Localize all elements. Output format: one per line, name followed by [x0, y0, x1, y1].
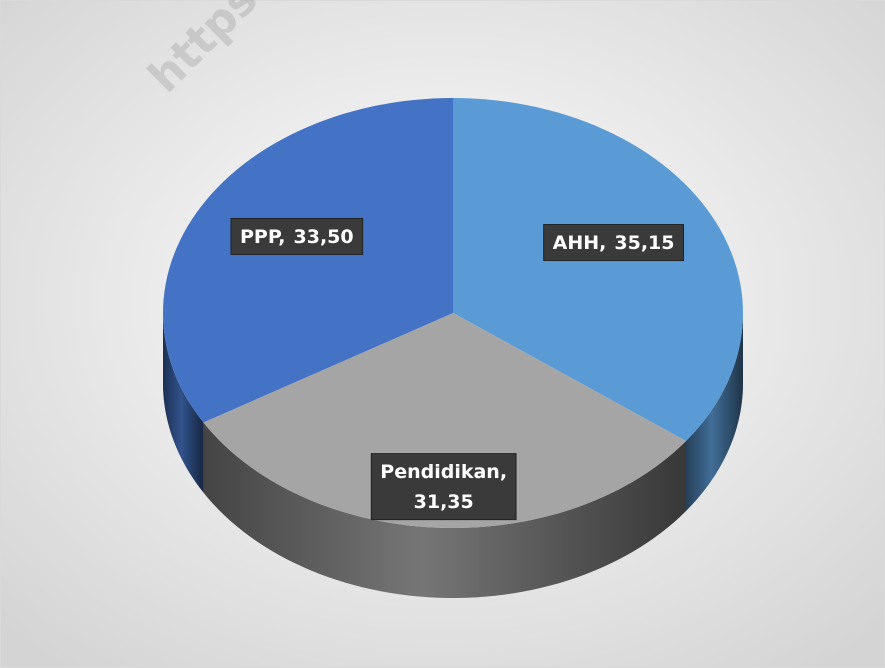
slice	[453, 98, 743, 442]
label-text: Pendidikan, 31,35	[380, 461, 507, 513]
label-box	[370, 453, 517, 521]
slice	[163, 98, 453, 423]
side-shade	[685, 313, 743, 512]
label-sep: ,	[278, 225, 285, 247]
data-label: Pendidikan, 31,35	[370, 453, 517, 521]
label-value: 35,15	[614, 232, 674, 254]
label-category: AHH	[553, 232, 600, 254]
label-sep: ,	[599, 232, 606, 254]
side-shade	[203, 422, 686, 598]
label-sep: ,	[500, 461, 507, 483]
label-value: 31,35	[414, 491, 474, 513]
label-category: Pendidikan	[380, 461, 500, 483]
side-shade	[163, 313, 204, 493]
slice	[203, 313, 686, 528]
label-text: AHH, 35,15	[553, 232, 675, 254]
label-value: 33,50	[294, 225, 354, 247]
pie: AHH, 35,15 Pendidikan, 31,35 PPP, 33,50	[163, 98, 743, 598]
label-box	[543, 224, 685, 262]
data-label: PPP, 33,50	[230, 217, 364, 255]
label-box	[230, 217, 364, 255]
data-label: AHH, 35,15	[543, 224, 685, 262]
label-category: PPP	[240, 225, 282, 247]
label-text: PPP, 33,50	[240, 225, 354, 247]
